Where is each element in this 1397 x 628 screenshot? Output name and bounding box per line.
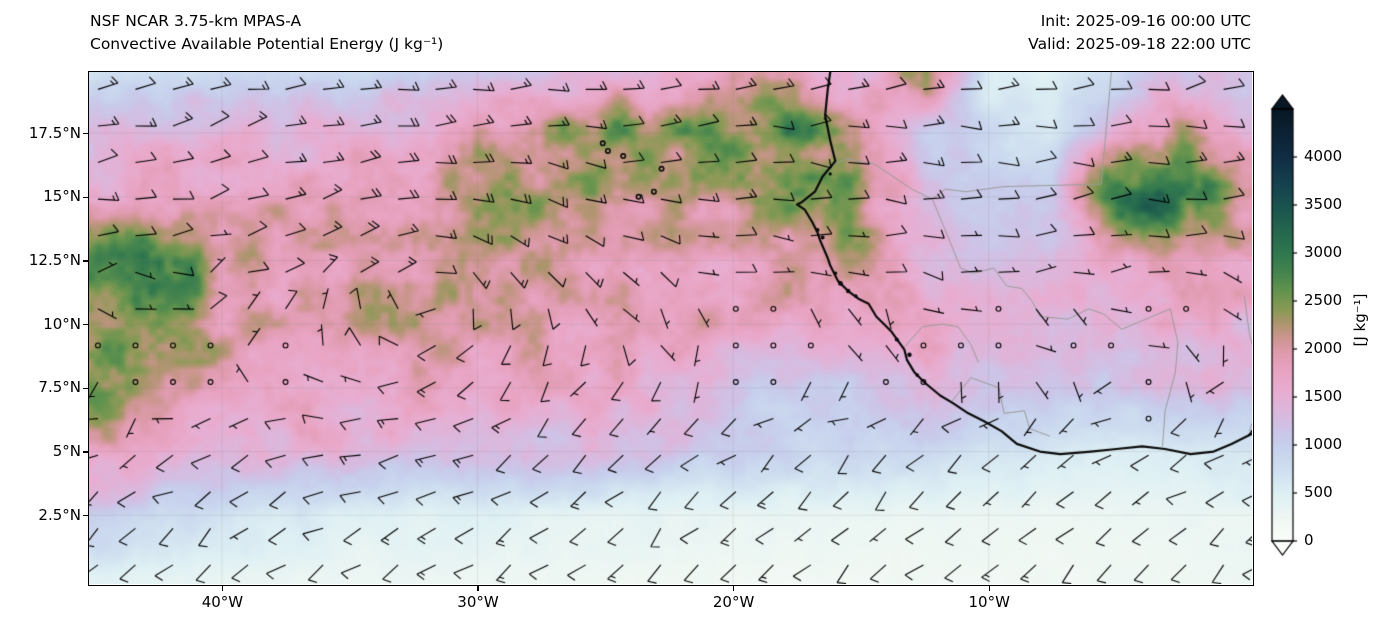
colorbar-tick-label: 2500 [1304, 291, 1343, 309]
x-tick-mark [221, 586, 223, 591]
y-tick-label: 2.5°N [38, 505, 81, 524]
x-tick-mark [733, 586, 735, 591]
y-tick-label: 15°N [43, 187, 81, 206]
y-tick-mark [83, 324, 88, 326]
y-tick-label: 10°N [43, 314, 81, 333]
colorbar-tick-label: 1000 [1304, 435, 1343, 453]
colorbar-tick-label: 2000 [1304, 339, 1343, 357]
colorbar-tick-label: 3000 [1304, 243, 1343, 261]
y-tick-mark [83, 387, 88, 389]
cape-field-canvas [89, 72, 1252, 584]
y-tick-mark [83, 515, 88, 517]
y-tick-label: 7.5°N [38, 378, 81, 397]
x-tick-label: 30°W [457, 593, 499, 611]
colorbar-tick-label: 500 [1304, 483, 1333, 501]
y-tick-label: 5°N [52, 442, 81, 461]
x-tick-mark [988, 586, 990, 591]
colorbar-tick-label: 1500 [1304, 387, 1343, 405]
colorbar-canvas [1266, 88, 1312, 562]
time-stamps: Init: 2025-09-16 00:00 UTC Valid: 2025-0… [1028, 10, 1251, 56]
y-tick-mark [83, 196, 88, 198]
colorbar-tick-label: 3500 [1304, 195, 1343, 213]
model-title: NSF NCAR 3.75-km MPAS-A [90, 12, 302, 30]
y-tick-label: 17.5°N [28, 123, 81, 142]
colorbar-tick-label: 0 [1304, 531, 1314, 549]
x-tick-label: 10°W [968, 593, 1010, 611]
colorbar-tick-label: 4000 [1304, 147, 1343, 165]
x-tick-mark [477, 586, 479, 591]
y-tick-mark [83, 260, 88, 262]
y-tick-mark [83, 133, 88, 135]
y-tick-mark [83, 451, 88, 453]
x-tick-label: 40°W [201, 593, 244, 611]
map-plot-area [88, 71, 1254, 586]
init-time: Init: 2025-09-16 00:00 UTC [1040, 12, 1251, 30]
x-tick-label: 20°W [712, 593, 755, 611]
colorbar-unit-label: [J kg⁻¹] [1351, 293, 1369, 347]
y-tick-label: 12.5°N [28, 250, 81, 269]
figure-titles: NSF NCAR 3.75-km MPAS-A Convective Avail… [90, 10, 443, 56]
variable-title: Convective Available Potential Energy (J… [90, 35, 444, 53]
valid-time: Valid: 2025-09-18 22:00 UTC [1028, 35, 1251, 53]
